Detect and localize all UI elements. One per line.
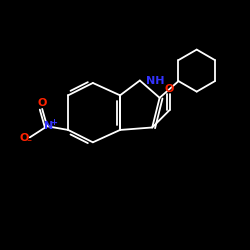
Text: ⁻: ⁻ [26, 138, 31, 148]
Text: +: + [50, 118, 58, 127]
Text: O: O [20, 133, 29, 143]
Text: NH: NH [146, 76, 165, 86]
Text: O: O [38, 98, 47, 108]
Text: O: O [165, 84, 174, 94]
Text: N: N [44, 121, 54, 131]
